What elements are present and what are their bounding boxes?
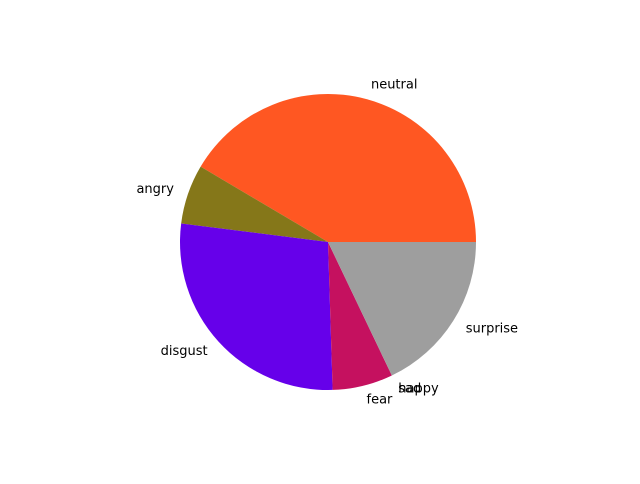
pie-label-disgust: disgust: [161, 344, 208, 359]
pie-label-happy: happy: [398, 381, 439, 396]
pie-label-neutral: neutral: [371, 77, 418, 92]
pie-slice-disgust: [180, 223, 333, 390]
pie-label-fear: fear: [367, 393, 394, 408]
pie-label-surprise: surprise: [466, 321, 518, 336]
pie-label-angry: angry: [136, 182, 174, 197]
pie-slice-angry: [181, 166, 328, 242]
pie-slice-fear: [328, 242, 392, 390]
pie-label-sad: sad: [398, 381, 421, 396]
pie-slice-neutral: [200, 94, 477, 242]
pie-slice-surprise: [328, 242, 476, 376]
pie-slices: [180, 94, 477, 390]
